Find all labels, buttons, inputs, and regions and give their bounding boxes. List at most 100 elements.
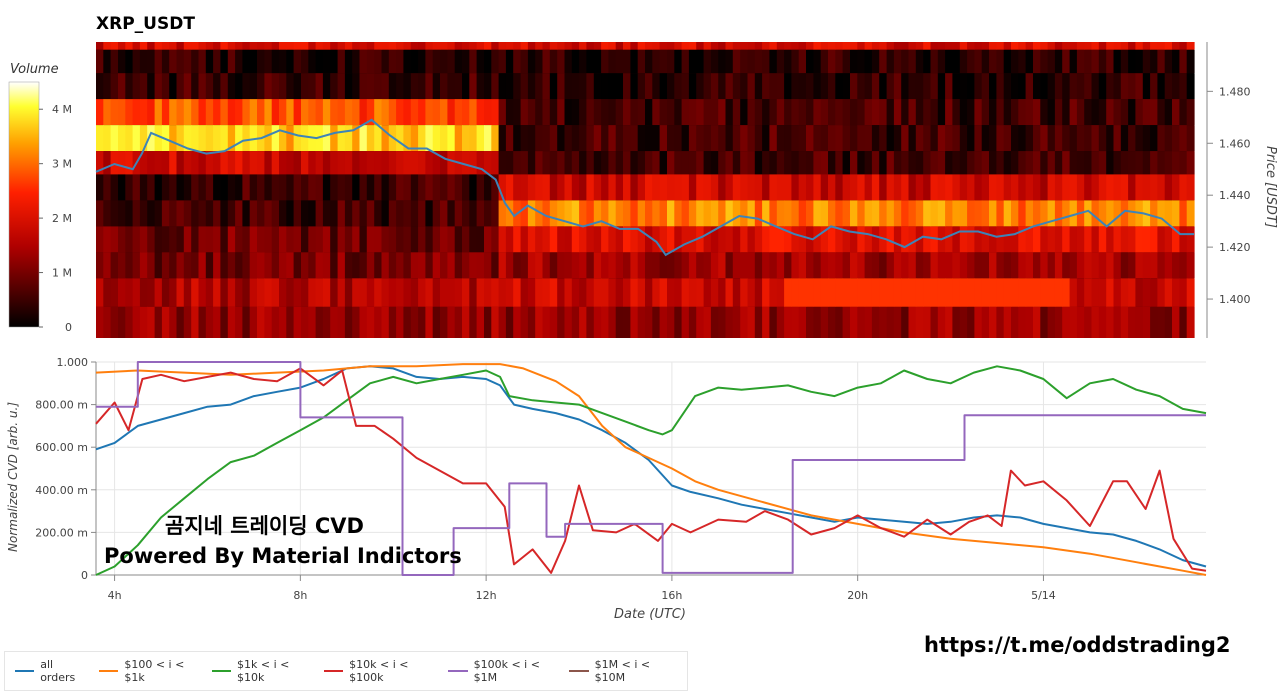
telegram-link[interactable]: https://t.me/oddstrading2 bbox=[924, 633, 1231, 657]
heatmap-cell bbox=[520, 151, 529, 175]
heatmap-cell bbox=[330, 252, 339, 279]
heatmap-cell bbox=[1011, 306, 1019, 338]
heatmap-cell bbox=[871, 226, 880, 253]
heatmap-cell bbox=[1091, 73, 1100, 100]
heatmap-cell bbox=[718, 252, 727, 279]
heatmap-cell bbox=[103, 99, 112, 126]
heatmap-cell bbox=[432, 174, 441, 201]
heatmap-cell bbox=[396, 278, 404, 307]
heatmap-cell bbox=[659, 252, 668, 279]
heatmap-cell bbox=[271, 125, 280, 152]
heatmap-cell bbox=[235, 278, 243, 307]
legend-item[interactable]: $10k < i < $100k bbox=[323, 658, 434, 684]
heatmap-cell bbox=[1186, 151, 1195, 175]
legend-item[interactable]: all orders bbox=[15, 658, 85, 684]
heatmap-cell bbox=[308, 252, 317, 279]
heatmap-cell bbox=[762, 278, 770, 307]
heatmap-cell bbox=[1033, 42, 1041, 50]
heatmap-cell bbox=[974, 226, 983, 253]
heatmap-cell bbox=[1018, 151, 1027, 175]
heatmap-cell bbox=[476, 200, 485, 227]
heatmap-cell bbox=[1120, 151, 1129, 175]
heatmap-cell bbox=[301, 99, 309, 126]
heatmap-cell bbox=[645, 42, 653, 50]
heatmap-cell bbox=[513, 306, 522, 338]
heatmap-cell bbox=[352, 252, 361, 279]
heatmap-cell bbox=[154, 42, 163, 50]
heatmap-cell bbox=[813, 151, 822, 175]
heatmap-cell bbox=[923, 174, 932, 201]
heatmap-cell bbox=[1172, 99, 1180, 126]
legend-item[interactable]: $100 < i < $1k bbox=[99, 658, 198, 684]
heatmap-cell bbox=[205, 151, 214, 175]
heatmap-cell bbox=[1172, 174, 1180, 201]
heatmap-cell bbox=[183, 252, 192, 279]
heatmap-cell bbox=[1025, 73, 1034, 100]
heatmap-cell bbox=[271, 278, 280, 307]
heatmap-cell bbox=[871, 200, 880, 227]
heatmap-cell bbox=[806, 125, 814, 152]
heatmap-cell bbox=[454, 73, 463, 100]
heatmap-cell bbox=[535, 49, 544, 74]
heatmap-cell bbox=[835, 73, 844, 100]
heatmap-cell bbox=[308, 278, 317, 307]
heatmap-cell bbox=[886, 42, 895, 50]
heatmap-cell bbox=[1150, 278, 1158, 307]
heatmap-cell bbox=[828, 252, 836, 279]
heatmap-cell bbox=[645, 200, 653, 227]
legend-swatch bbox=[448, 670, 468, 672]
heatmap-cell bbox=[183, 200, 192, 227]
heatmap-cell bbox=[227, 73, 236, 100]
heatmap-cell bbox=[235, 200, 243, 227]
heatmap-cell bbox=[161, 73, 170, 100]
heatmap-cell bbox=[806, 99, 814, 126]
heatmap-cell bbox=[1084, 200, 1093, 227]
heatmap-cell bbox=[1098, 174, 1107, 201]
heatmap-cell bbox=[820, 200, 829, 227]
heatmap-cell bbox=[139, 49, 148, 74]
heatmap-cell bbox=[579, 151, 587, 175]
heatmap-cell bbox=[871, 99, 880, 126]
heatmap-cell bbox=[110, 151, 119, 175]
heatmap-cell bbox=[352, 174, 361, 201]
heatmap-cell bbox=[535, 174, 544, 201]
heatmap-cell bbox=[1011, 151, 1019, 175]
heatmap-cell bbox=[901, 252, 910, 279]
heatmap-cell bbox=[286, 278, 295, 307]
heatmap-cell bbox=[484, 151, 492, 175]
heatmap-cell bbox=[571, 200, 580, 227]
heatmap-cell bbox=[293, 252, 302, 279]
heatmap-cell bbox=[732, 125, 741, 152]
heatmap-cell bbox=[1011, 226, 1019, 253]
heatmap-cell bbox=[264, 49, 273, 74]
heatmap-cell bbox=[1062, 200, 1071, 227]
legend-item[interactable]: $1k < i < $10k bbox=[211, 658, 310, 684]
heatmap-cell bbox=[725, 73, 734, 100]
heatmap-cell bbox=[674, 200, 683, 227]
heatmap-cell bbox=[374, 252, 383, 279]
legend-item[interactable]: $100k < i < $1M bbox=[448, 658, 555, 684]
heatmap-plot[interactable] bbox=[95, 42, 1195, 338]
legend: all orders $100 < i < $1k $1k < i < $10k $1… bbox=[4, 651, 688, 691]
heatmap-cell bbox=[652, 278, 661, 307]
heatmap-cell bbox=[681, 306, 690, 338]
cvd-x-tick-label: 8h bbox=[293, 589, 307, 602]
heatmap-cell bbox=[322, 174, 331, 201]
heatmap-cell bbox=[542, 306, 551, 338]
heatmap-cell bbox=[908, 73, 917, 100]
heatmap-cell bbox=[447, 200, 456, 227]
heatmap-cell bbox=[930, 306, 939, 338]
heatmap-cell bbox=[806, 306, 814, 338]
heatmap-cell bbox=[183, 42, 192, 50]
heatmap-cell bbox=[557, 306, 566, 338]
legend-item[interactable]: $1M < i < $10M bbox=[569, 658, 673, 684]
heatmap-cell bbox=[959, 252, 968, 279]
heatmap-cell bbox=[645, 49, 653, 74]
heatmap-cell bbox=[498, 99, 507, 126]
heatmap-cell bbox=[96, 174, 104, 201]
heatmap-cell bbox=[183, 125, 192, 152]
heatmap-cell bbox=[1120, 125, 1129, 152]
heatmap-cell bbox=[1128, 226, 1136, 253]
